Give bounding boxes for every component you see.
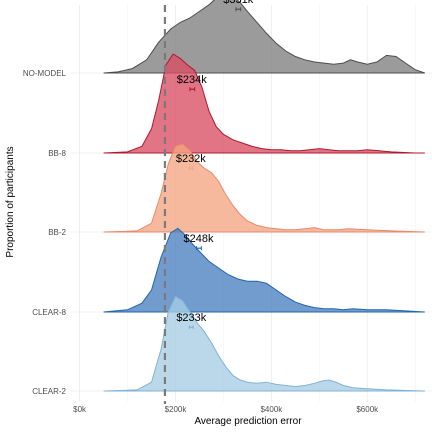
y-tick-label: BB-8 bbox=[48, 149, 66, 158]
density-ridge-clear-2 bbox=[103, 295, 425, 392]
y-axis-title: Proportion of participants bbox=[5, 146, 16, 257]
y-tick-label: NO-MODEL bbox=[23, 69, 67, 78]
y-tick-label: CLEAR-8 bbox=[32, 308, 66, 317]
density-ridge-bb-2 bbox=[103, 143, 425, 233]
x-tick-label: $400k bbox=[260, 405, 283, 414]
ridges: $331k $234k $232k $248k $233k bbox=[103, 0, 425, 392]
mean-label: $232k bbox=[176, 153, 206, 165]
y-tick-label: CLEAR-2 bbox=[32, 387, 66, 396]
x-tick-label: $200k bbox=[165, 405, 188, 414]
density-ridge-no-model bbox=[103, 0, 425, 74]
mean-label: $234k bbox=[177, 74, 207, 86]
x-tick-labels: $0k $200k $400k $600k bbox=[73, 405, 379, 414]
y-tick-label: BB-2 bbox=[48, 228, 66, 237]
mean-label: $331k bbox=[223, 0, 253, 6]
mean-label: $248k bbox=[184, 233, 214, 245]
x-tick-label: $0k bbox=[73, 405, 87, 414]
density-ridge-bb-8 bbox=[103, 53, 425, 154]
density-ridge-clear-8 bbox=[103, 227, 425, 313]
x-axis-title: Average prediction error bbox=[194, 416, 302, 427]
y-tick-labels: NO-MODEL BB-8 BB-2 CLEAR-8 CLEAR-2 bbox=[23, 69, 67, 396]
x-tick-label: $600k bbox=[356, 405, 379, 414]
mean-label: $233k bbox=[176, 312, 206, 324]
